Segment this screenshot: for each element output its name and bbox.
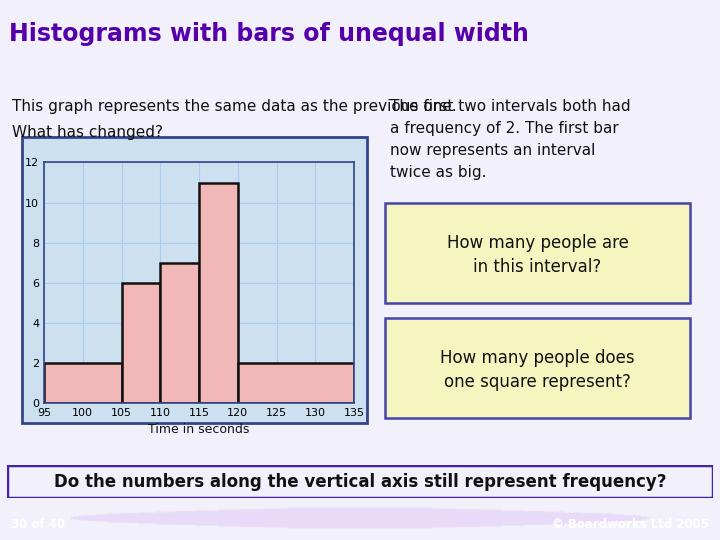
Bar xyxy=(385,202,690,303)
Text: one square represent?: one square represent? xyxy=(444,373,631,391)
Bar xyxy=(161,262,199,403)
Text: How many people does: How many people does xyxy=(440,349,635,367)
Text: twice as big.: twice as big. xyxy=(390,165,487,180)
Text: in this interval?: in this interval? xyxy=(473,258,602,275)
X-axis label: Time in seconds: Time in seconds xyxy=(148,423,250,436)
Bar xyxy=(238,363,354,403)
Bar xyxy=(122,282,161,403)
Bar xyxy=(44,363,122,403)
Text: Do the numbers along the vertical axis still represent frequency?: Do the numbers along the vertical axis s… xyxy=(54,472,666,491)
Text: 30 of 40: 30 of 40 xyxy=(11,518,65,531)
Bar xyxy=(199,183,238,403)
Bar xyxy=(385,318,690,418)
Bar xyxy=(22,138,367,423)
Text: The first two intervals both had: The first two intervals both had xyxy=(390,99,631,114)
Text: This graph represents the same data as the previous one.: This graph represents the same data as t… xyxy=(12,99,456,114)
Text: How many people are: How many people are xyxy=(446,234,629,252)
Text: a frequency of 2. The first bar: a frequency of 2. The first bar xyxy=(390,122,618,137)
Text: © Boardworks Ltd 2005: © Boardworks Ltd 2005 xyxy=(552,518,709,531)
Text: What has changed?: What has changed? xyxy=(12,125,163,140)
Text: now represents an interval: now represents an interval xyxy=(390,144,595,158)
Text: Histograms with bars of unequal width: Histograms with bars of unequal width xyxy=(9,22,528,46)
